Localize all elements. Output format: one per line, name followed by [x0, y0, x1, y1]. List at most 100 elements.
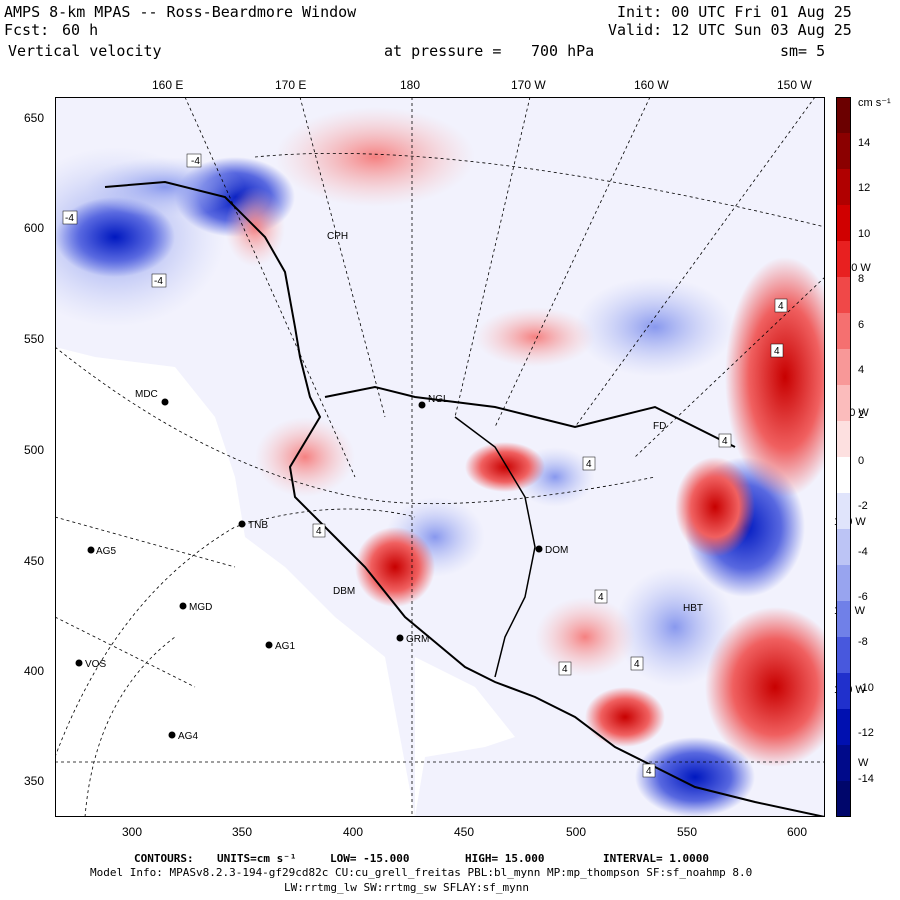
x-tick-label: 300 [122, 825, 143, 839]
x-tick-label: 450 [454, 825, 475, 839]
contour-units: UNITS=cm s⁻¹ [217, 852, 297, 865]
colorbar-swatch [836, 493, 851, 530]
x-tick-label: 400 [343, 825, 364, 839]
colorbar-swatch [836, 133, 851, 170]
svg-text:4: 4 [598, 592, 604, 603]
colorbar-tick-label: -14 [858, 772, 874, 785]
level-label: at pressure = [384, 42, 502, 60]
lon-label: W [858, 757, 869, 769]
svg-text:4: 4 [774, 346, 780, 357]
station-label: TNB [248, 520, 268, 531]
lon-label: 170 W [511, 78, 546, 92]
station-label: HBT [683, 603, 703, 614]
contour-low: LOW= -15.000 [330, 852, 410, 865]
station-label: DBM [333, 586, 355, 597]
colorbar-swatch [836, 205, 851, 242]
colorbar-swatch [836, 385, 851, 422]
colorbar-tick-label: 10 [858, 227, 871, 240]
station-label: NGL [428, 394, 449, 405]
station-label: CPH [327, 231, 348, 242]
y-tick-label: 600 [24, 221, 45, 235]
contours-label: CONTOURS: [134, 852, 194, 865]
lon-label: 160 W [634, 78, 669, 92]
lon-label: 150 W [777, 78, 812, 92]
map-title: AMPS 8-km MPAS -- Ross-Beardmore Window [4, 3, 357, 21]
physics-info: LW:rrtmg_lw SW:rrtmg_sw SFLAY:sf_mynn [284, 881, 530, 894]
colorbar-swatch [836, 313, 851, 350]
colorbar-tick-label: -6 [858, 591, 868, 603]
y-tick-label: 500 [24, 443, 45, 457]
vertical-velocity-map: -4 -4 -4 4 4 4 4 4 4 4 4 4 MDC AG5 MGD A… [55, 97, 825, 817]
colorbar-unit: cm s⁻¹ [858, 97, 891, 109]
colorbar [836, 97, 851, 817]
contour-label: 4 [778, 301, 784, 312]
colorbar-swatch [836, 457, 851, 494]
svg-text:4: 4 [562, 664, 568, 675]
station-label: VOS [85, 659, 106, 670]
valid-time: Valid: 12 UTC Sun 03 Aug 25 [608, 21, 852, 39]
contour-high: HIGH= 15.000 [465, 852, 545, 865]
station-label: GRM [406, 634, 429, 645]
colorbar-swatch [836, 637, 851, 674]
colorbar-tick-label: -2 [858, 500, 868, 513]
colorbar-swatch [836, 565, 851, 602]
svg-text:4: 4 [722, 436, 728, 447]
colorbar-swatch [836, 277, 851, 314]
x-tick-label: 350 [232, 825, 253, 839]
station-label: FD [653, 421, 666, 432]
x-tick-label: 500 [566, 825, 587, 839]
colorbar-tick-label: 8 [858, 273, 865, 286]
svg-text:-4: -4 [154, 276, 163, 287]
model-info: Model Info: MPASv8.2.3-194-gf29cd82c CU:… [90, 866, 753, 879]
y-tick-label: 400 [24, 664, 45, 678]
colorbar-swatch [836, 529, 851, 566]
station-label: MDC [135, 389, 158, 400]
contour-label: -4 [191, 156, 200, 167]
colorbar-tick-label: 14 [858, 137, 871, 149]
station-label: AG1 [275, 641, 295, 652]
colorbar-swatch [836, 169, 851, 206]
init-time: Init: 00 UTC Fri 01 Aug 25 [617, 3, 852, 21]
station-label: AG5 [96, 546, 116, 557]
colorbar-tick-label: 2 [858, 409, 865, 422]
colorbar-swatch [836, 349, 851, 386]
x-tick-label: 600 [787, 825, 808, 839]
colorbar-tick-label: -4 [858, 545, 868, 558]
colorbar-tick-label: -8 [858, 636, 868, 649]
lon-label: 170 E [275, 78, 307, 92]
colorbar-swatch [836, 709, 851, 746]
forecast-hour: 60 h [62, 21, 99, 39]
svg-text:4: 4 [316, 526, 322, 537]
field-name: Vertical velocity [8, 42, 162, 60]
level-value: 700 hPa [531, 42, 595, 60]
colorbar-tick-label: 6 [858, 318, 865, 331]
station-label: DOM [545, 545, 568, 556]
colorbar-swatch [836, 745, 851, 782]
colorbar-tick-label: -10 [858, 681, 874, 694]
colorbar-swatch [836, 781, 851, 817]
colorbar-tick-label: 4 [858, 364, 865, 376]
colorbar-tick-label: 12 [858, 182, 871, 195]
station-label: MGD [189, 602, 212, 613]
svg-text:4: 4 [646, 766, 652, 777]
station-label: AG4 [178, 731, 198, 742]
colorbar-swatch [836, 673, 851, 710]
y-tick-label: 450 [24, 554, 45, 568]
colorbar-swatch [836, 241, 851, 278]
smoothing: sm= 5 [780, 42, 826, 60]
y-tick-label: 350 [24, 774, 45, 788]
colorbar-swatch [836, 601, 851, 638]
svg-text:4: 4 [586, 459, 592, 470]
svg-text:4: 4 [634, 659, 640, 670]
y-tick-label: 650 [24, 111, 45, 125]
colorbar-swatch [836, 97, 851, 134]
svg-text:-4: -4 [65, 213, 74, 224]
colorbar-swatch [836, 421, 851, 458]
forecast-label: Fcst: [4, 21, 50, 39]
y-tick-label: 550 [24, 332, 45, 346]
colorbar-tick-label: -12 [858, 727, 874, 740]
colorbar-tick-label: 0 [858, 454, 865, 467]
x-tick-label: 550 [677, 825, 698, 839]
lon-label: 180 [400, 78, 421, 92]
contour-interval: INTERVAL= 1.0000 [603, 852, 709, 865]
